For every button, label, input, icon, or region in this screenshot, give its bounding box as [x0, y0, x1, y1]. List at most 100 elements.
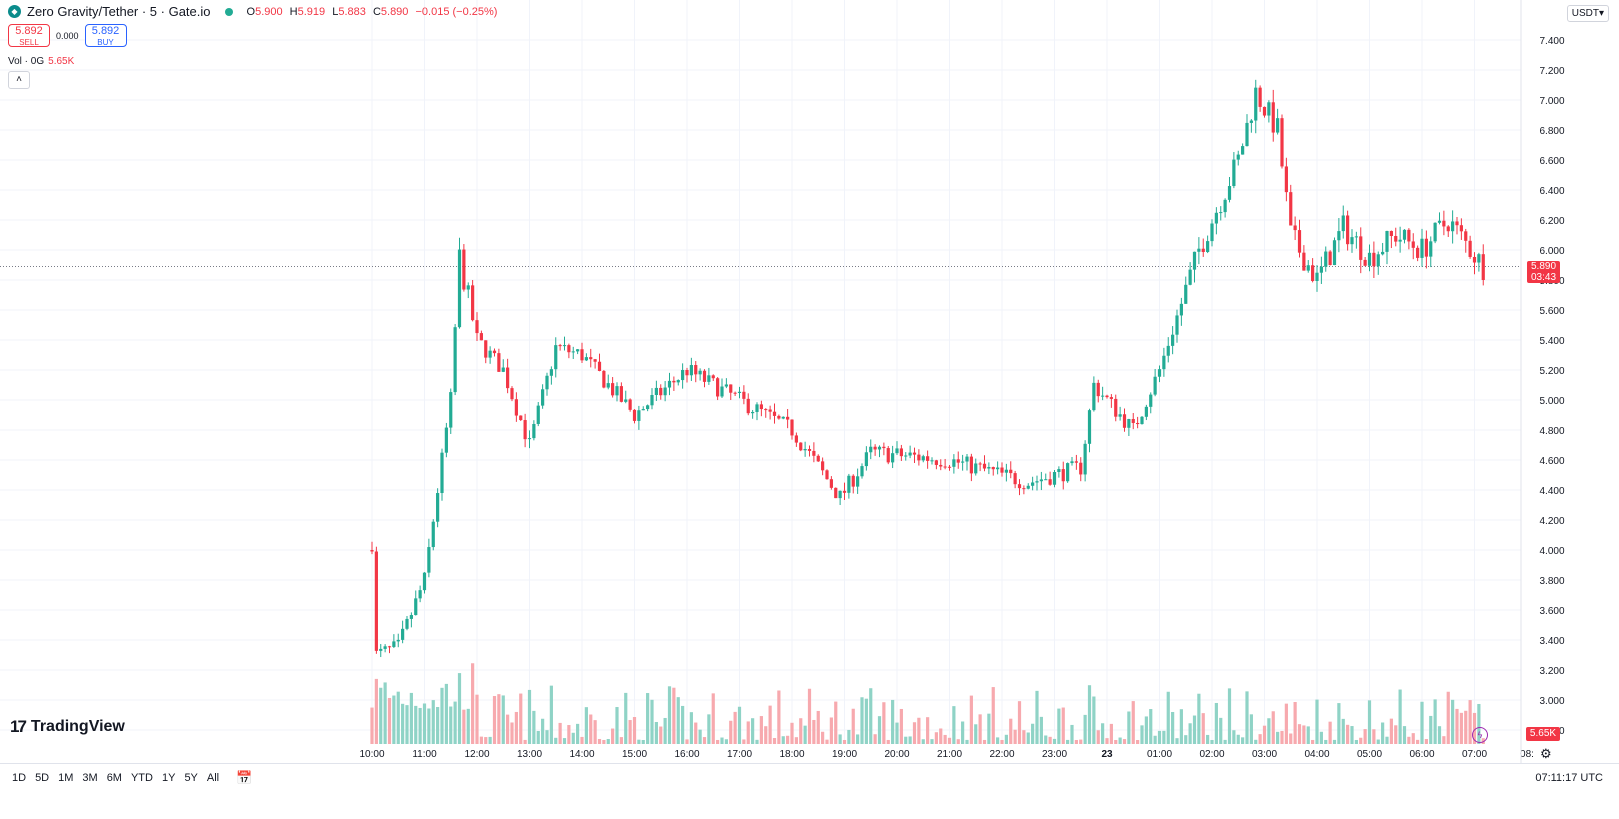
candle-body [1442, 220, 1446, 227]
sell-button[interactable]: 5.892 SELL [8, 24, 50, 47]
candle-body [659, 387, 663, 396]
candle-body [1385, 230, 1389, 252]
range-all[interactable]: All [206, 772, 220, 784]
candle-body [567, 345, 571, 353]
volume-bar [1407, 736, 1411, 744]
range-1d[interactable]: 1D [12, 772, 27, 784]
volume-bar [514, 711, 518, 744]
candle-body [1057, 469, 1061, 473]
volume-bar [1280, 730, 1284, 744]
volume-bar [1157, 730, 1162, 744]
candle-body [431, 521, 435, 548]
volume-bar [1262, 725, 1267, 744]
volume-bar [891, 699, 895, 744]
buy-label: BUY [97, 38, 114, 47]
volume-bar [1332, 739, 1337, 744]
range-6m[interactable]: 6M [106, 772, 122, 784]
candle-body [1101, 395, 1105, 397]
range-1y[interactable]: 1Y [161, 772, 176, 784]
range-1m[interactable]: 1M [58, 772, 74, 784]
volume-bar [549, 685, 553, 744]
candle-body [821, 461, 825, 471]
range-5y[interactable]: 5Y [184, 772, 198, 784]
volume-bar [716, 739, 720, 744]
candle-body [685, 369, 689, 376]
candle-body [1083, 443, 1087, 475]
price-axis-tick-label: 6.400 [1539, 186, 1564, 197]
range-3m[interactable]: 3M [82, 772, 98, 784]
volume-bar [1219, 717, 1223, 744]
volume-bar [724, 739, 728, 744]
price-axis-tick-label: 4.200 [1539, 516, 1564, 527]
symbol-title[interactable]: Zero Gravity/Tether · 5 · Gate.io [27, 4, 211, 19]
volume-bar [711, 693, 715, 744]
range-ytd[interactable]: YTD [130, 772, 153, 784]
buy-button[interactable]: 5.892 BUY [84, 24, 127, 47]
candle-body [1223, 199, 1227, 213]
candle-body [1149, 394, 1153, 407]
range-5d[interactable]: 5D [35, 772, 50, 784]
candle-body [641, 409, 645, 411]
candle-body [462, 249, 466, 290]
volume-badge: 5.65K [1526, 727, 1560, 741]
candle-body [663, 387, 667, 396]
candle-body [781, 416, 785, 419]
price-axis-tick-label: 3.200 [1539, 666, 1564, 677]
settings-gear-icon[interactable]: ⚙ [1540, 746, 1552, 761]
volume-bar [1451, 699, 1455, 744]
volume-bar [1241, 737, 1245, 744]
volume-bar [1206, 734, 1210, 744]
volume-bar [1109, 723, 1113, 744]
volume-bar [510, 722, 514, 744]
candle-body [895, 448, 899, 454]
collapse-icon[interactable]: ˄ [8, 71, 30, 89]
candle-body [720, 386, 724, 397]
candle-body [1315, 272, 1319, 281]
volume-bar [1013, 729, 1017, 744]
candle-body [667, 380, 672, 388]
volume-bar [952, 706, 956, 744]
currency-unit-dropdown[interactable]: USDT▾ [1566, 5, 1609, 22]
volume-bar [1367, 700, 1372, 744]
candle-body [501, 367, 505, 372]
price-axis-tick-label: 7.000 [1539, 96, 1564, 107]
candle-body [1070, 461, 1074, 464]
volume-bar [1341, 718, 1345, 744]
candle-body [1079, 462, 1083, 475]
candle-body [842, 490, 847, 493]
candle-body [1354, 236, 1358, 238]
volume-bar [1171, 712, 1175, 744]
utc-clock[interactable]: 07:11:17 UTC [1535, 772, 1603, 784]
volume-bar [449, 706, 453, 744]
volume-bar [1293, 702, 1297, 744]
volume-bar [1144, 716, 1148, 744]
buy-price: 5.892 [91, 25, 120, 37]
candle-body [724, 384, 728, 387]
volume-bar [1442, 736, 1446, 744]
volume-bar [860, 697, 864, 744]
tradingview-logo[interactable]: 17 TradingView [10, 717, 125, 737]
volume-bar [1350, 726, 1354, 744]
candle-body [1402, 229, 1407, 240]
volume-bar [807, 688, 812, 744]
candle-body [860, 466, 864, 477]
volume-bar [1004, 734, 1008, 744]
time-axis-tick-label: 10:00 [359, 749, 384, 760]
candle-body [965, 456, 969, 462]
volume-bar [1131, 701, 1135, 744]
candle-body [597, 361, 602, 371]
volume-bar [1429, 715, 1433, 744]
candle-body [698, 370, 702, 375]
candle-body [869, 446, 873, 453]
volume-bar [676, 697, 680, 744]
candle-body [1472, 256, 1477, 263]
volume-bar [834, 701, 838, 744]
calendar-icon[interactable]: 📅 [236, 770, 253, 785]
candle-body [759, 404, 763, 410]
low-label: L [332, 5, 339, 18]
candle-body [506, 367, 510, 389]
lightning-icon[interactable]: ϟ [1472, 727, 1488, 743]
sell-label: SELL [19, 38, 39, 47]
candle-body [1420, 238, 1424, 258]
